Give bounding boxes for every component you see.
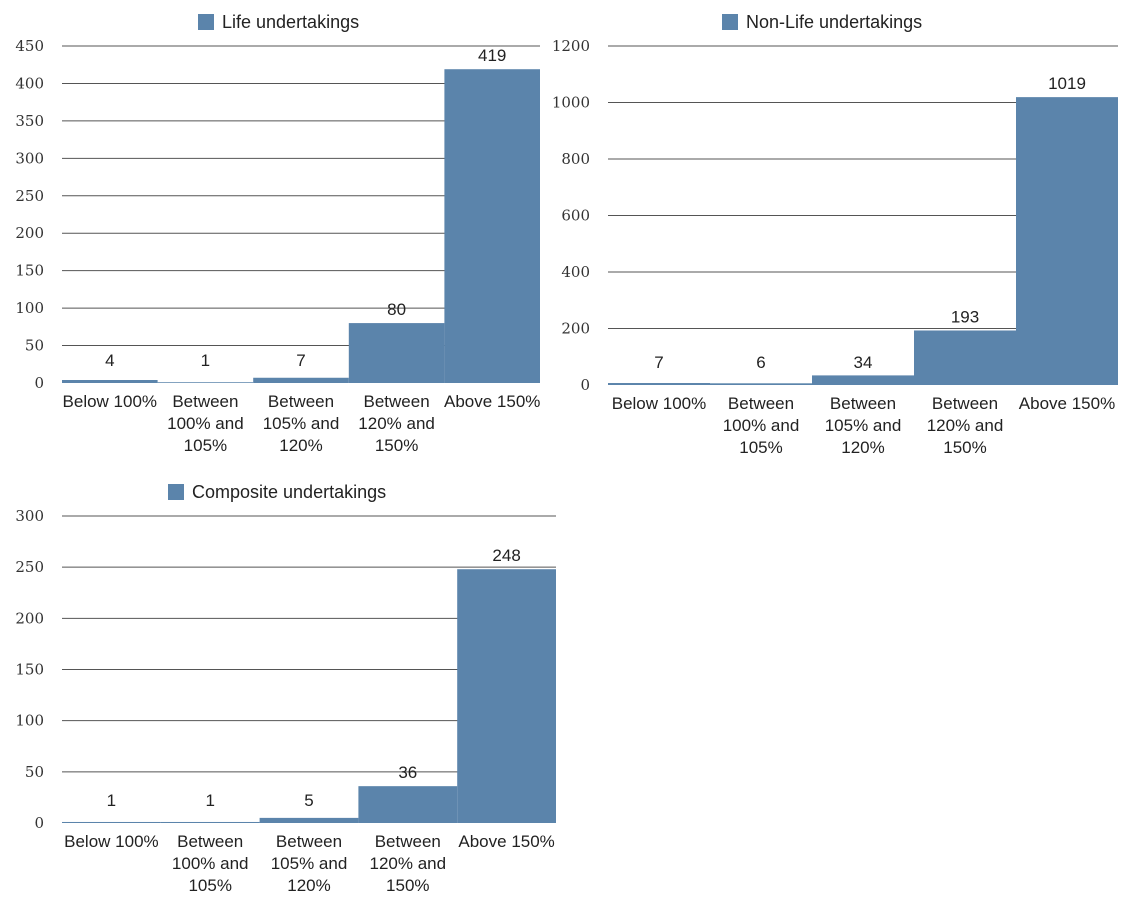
bar (253, 377, 349, 383)
x-tick-label: Below 100% (612, 394, 707, 413)
y-tick-label: 350 (15, 112, 44, 130)
data-label: 7 (654, 353, 663, 372)
x-tick-label: Between 120% and 150% (927, 394, 1004, 457)
x-tick-label: Between 100% and 105% (167, 392, 244, 455)
bar (62, 380, 158, 383)
data-label: 34 (854, 353, 873, 372)
data-label: 193 (951, 307, 979, 326)
y-tick-label: 300 (15, 507, 44, 525)
chart-2: Non-Life undertakings 0 200 400 600 800 1000 12… (552, 12, 1118, 457)
data-label: 4 (105, 351, 114, 370)
chart-1: Life undertakings 0 50 100 150 200 250 300 350 40… (15, 12, 540, 455)
legend-label: Composite undertakings (192, 482, 386, 502)
x-tick-label: Between 105% and 120% (271, 832, 348, 895)
x-tick-label: Above 150% (458, 832, 554, 851)
data-label: 36 (398, 763, 417, 782)
legend-swatch (722, 14, 738, 30)
bar (348, 323, 445, 383)
x-tick-label: Above 150% (444, 392, 540, 411)
bar (157, 382, 254, 383)
bar (259, 817, 359, 823)
y-tick-label: 250 (15, 187, 44, 205)
bar (160, 821, 260, 823)
bar (1016, 97, 1118, 385)
y-tick-label: 0 (580, 376, 590, 394)
chart-3: Composite undertakings 0 50 100 150 200 250 300… (15, 482, 556, 895)
legend-label: Non-Life undertakings (746, 12, 922, 32)
data-label: 7 (296, 351, 305, 370)
y-tick-label: 400 (15, 74, 44, 92)
y-tick-label: 0 (34, 814, 44, 832)
data-label: 1 (201, 351, 210, 370)
y-tick-label: 100 (15, 712, 44, 730)
data-label: 1 (107, 791, 116, 810)
x-tick-label: Between 120% and 150% (358, 392, 435, 455)
data-label: 80 (387, 300, 406, 319)
y-tick-label: 300 (15, 149, 44, 167)
x-tick-label: Below 100% (63, 392, 158, 411)
y-tick-label: 150 (15, 661, 44, 679)
data-label: 248 (492, 546, 520, 565)
x-tick-label: Between 120% and 150% (370, 832, 447, 895)
x-tick-label: Below 100% (64, 832, 159, 851)
y-tick-label: 800 (561, 150, 590, 168)
data-label: 1019 (1048, 74, 1086, 93)
y-tick-label: 50 (25, 337, 44, 355)
data-label: 5 (304, 791, 313, 810)
y-tick-label: 150 (15, 262, 44, 280)
y-tick-label: 1000 (552, 94, 590, 112)
y-tick-label: 200 (15, 224, 44, 242)
y-tick-label: 200 (15, 609, 44, 627)
data-label: 1 (205, 791, 214, 810)
y-tick-label: 400 (561, 263, 590, 281)
y-tick-label: 600 (561, 207, 590, 225)
legend-label: Life undertakings (222, 12, 359, 32)
bar (710, 383, 812, 385)
data-label: 419 (478, 46, 506, 65)
bar (812, 375, 914, 385)
bar (444, 69, 540, 384)
x-tick-label: Between 100% and 105% (723, 394, 800, 457)
bar (62, 821, 161, 823)
bar (608, 383, 710, 385)
y-tick-label: 1200 (552, 37, 590, 55)
x-tick-label: Between 105% and 120% (263, 392, 340, 455)
data-label: 6 (756, 353, 765, 372)
y-tick-label: 450 (15, 37, 44, 55)
x-tick-label: Between 100% and 105% (172, 832, 249, 895)
y-tick-label: 0 (34, 374, 44, 392)
y-tick-label: 100 (15, 299, 44, 317)
y-tick-label: 200 (561, 320, 590, 338)
x-tick-label: Between 105% and 120% (825, 394, 902, 457)
legend-swatch (168, 484, 184, 500)
x-tick-label: Above 150% (1019, 394, 1115, 413)
y-tick-label: 50 (25, 763, 44, 781)
bar (358, 786, 458, 823)
legend-swatch (198, 14, 214, 30)
y-tick-label: 250 (15, 558, 44, 576)
bar (457, 569, 556, 823)
bar (914, 330, 1016, 385)
